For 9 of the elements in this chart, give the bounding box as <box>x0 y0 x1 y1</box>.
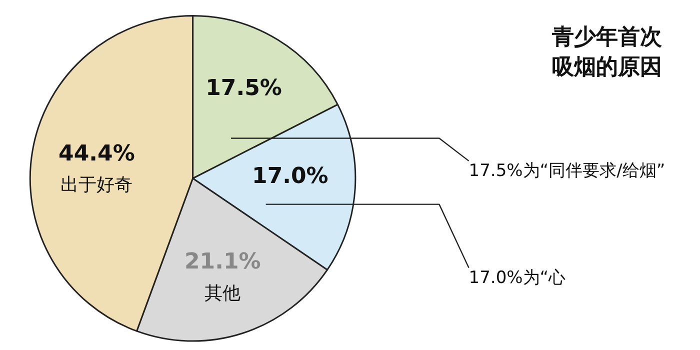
slice-label: 其他 <box>204 282 241 304</box>
data-label: 21.1% <box>184 250 261 275</box>
data-label: 44.4% <box>58 141 135 166</box>
data-label: 17.5% <box>206 76 282 102</box>
text: 17.0%为“心 <box>468 268 566 288</box>
slice-label: 出于好奇 <box>60 174 133 196</box>
text: 17.5%为“同伴要求/给烟” <box>468 160 666 181</box>
text: 青少年首次吸烟的原因 <box>550 24 663 80</box>
data-label: 17.0% <box>252 164 328 190</box>
